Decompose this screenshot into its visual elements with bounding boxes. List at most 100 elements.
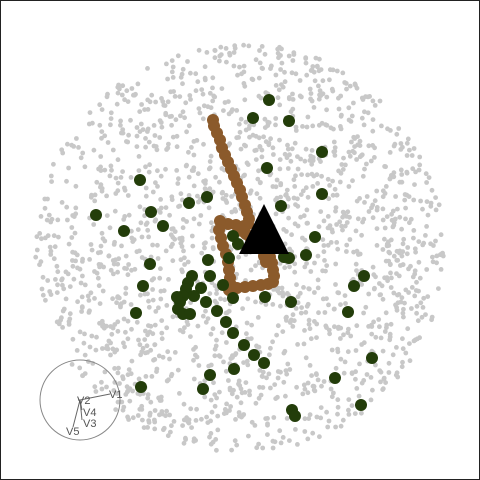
background-point [424, 267, 430, 272]
background-point [240, 306, 246, 311]
background-point [305, 194, 311, 200]
background-point [195, 171, 201, 177]
background-point [395, 206, 400, 212]
background-point [191, 436, 197, 442]
background-point [217, 58, 222, 64]
background-point [336, 324, 341, 330]
background-point [82, 164, 88, 170]
background-point [70, 213, 76, 218]
background-point [95, 275, 101, 281]
background-point [278, 67, 283, 72]
background-point [287, 264, 292, 270]
background-point [349, 139, 354, 145]
background-point [335, 346, 340, 352]
background-point [318, 405, 324, 410]
background-point [186, 193, 192, 198]
background-point [384, 214, 390, 220]
data-point [118, 225, 130, 237]
background-point [146, 304, 152, 310]
background-point [234, 442, 240, 448]
background-point [242, 172, 248, 178]
background-point [283, 368, 289, 374]
background-point [112, 208, 118, 214]
background-point [136, 154, 142, 159]
background-point [208, 418, 214, 424]
background-point [335, 411, 340, 417]
background-point [140, 417, 145, 423]
background-point [146, 234, 152, 240]
background-point [180, 269, 185, 275]
background-point [378, 379, 383, 385]
background-point [266, 120, 272, 125]
background-point [421, 295, 427, 301]
background-point [262, 51, 268, 57]
background-point [362, 109, 367, 115]
background-point [155, 184, 160, 189]
background-point [222, 297, 228, 303]
background-point [334, 68, 340, 74]
background-point [177, 94, 183, 99]
background-point [391, 253, 397, 259]
background-point [55, 217, 61, 223]
label-v2: V2 [77, 395, 90, 407]
background-point [188, 97, 193, 102]
background-point [277, 157, 283, 163]
background-point [338, 423, 344, 429]
background-point [146, 169, 152, 175]
label-v3: V3 [83, 418, 96, 430]
background-point [273, 116, 279, 121]
background-point [94, 334, 99, 340]
background-point [308, 153, 314, 159]
background-point [305, 380, 311, 386]
background-point [223, 368, 229, 374]
background-point [309, 148, 315, 153]
background-point [273, 211, 279, 217]
background-point [127, 398, 133, 404]
background-point [316, 96, 322, 102]
background-point [400, 359, 405, 365]
background-point [56, 234, 61, 240]
background-point [201, 241, 207, 247]
background-point [349, 371, 355, 376]
background-point [217, 389, 222, 395]
background-point [386, 239, 391, 245]
background-point [312, 388, 318, 394]
background-point [300, 124, 305, 129]
background-point [178, 113, 183, 119]
background-point [285, 361, 291, 367]
background-point [258, 392, 264, 398]
background-point [268, 385, 273, 391]
background-point [98, 249, 103, 255]
background-point [217, 53, 223, 59]
background-point [315, 285, 321, 291]
background-point [174, 133, 180, 139]
background-point [404, 251, 410, 257]
background-point [214, 300, 220, 306]
background-point [169, 371, 175, 377]
background-point [341, 155, 346, 161]
background-point [370, 215, 376, 221]
background-point [126, 212, 132, 218]
background-point [246, 433, 251, 439]
background-point [208, 153, 214, 159]
background-point [212, 392, 218, 397]
background-point [114, 300, 119, 306]
background-point [352, 144, 357, 150]
background-point [270, 339, 275, 345]
background-point [156, 353, 162, 359]
background-point [182, 115, 188, 121]
background-point [359, 153, 364, 158]
background-point [275, 394, 280, 400]
background-point [306, 416, 312, 421]
background-point [305, 114, 311, 120]
background-point [274, 195, 280, 201]
background-point [433, 207, 439, 213]
background-point [312, 78, 318, 84]
background-point [318, 415, 324, 421]
background-point [420, 305, 426, 310]
background-point [347, 237, 353, 242]
background-point [167, 212, 173, 218]
data-point [220, 316, 232, 328]
background-point [274, 177, 280, 183]
background-point [387, 337, 393, 343]
